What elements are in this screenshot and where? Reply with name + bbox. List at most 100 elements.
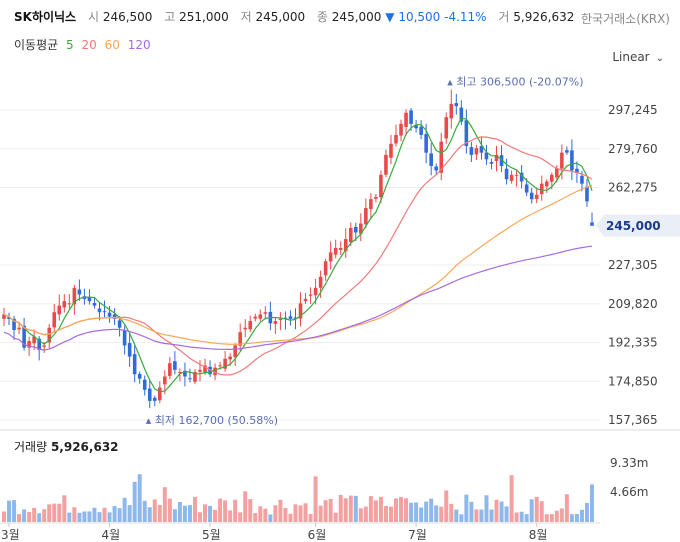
volume-bar xyxy=(464,494,469,522)
ma120-legend: 120 xyxy=(127,38,151,52)
volume-bar xyxy=(62,495,67,522)
ma120-line xyxy=(3,245,593,351)
x-tick-label: 4월 xyxy=(102,528,121,542)
candle-body xyxy=(117,320,122,328)
candle-body xyxy=(253,316,258,319)
volume-bar xyxy=(534,496,539,522)
volume-bar xyxy=(162,487,167,522)
candle-body xyxy=(449,103,454,119)
low-value: 245,000 xyxy=(255,10,306,24)
volume-bar xyxy=(414,502,419,522)
volume-bar xyxy=(218,498,223,522)
volume-bar xyxy=(459,514,464,522)
volume-bar xyxy=(288,513,293,522)
volume-bar xyxy=(529,499,534,522)
ma60-legend: 60 xyxy=(104,38,120,52)
volume-label: 거 xyxy=(498,10,510,24)
candle-body xyxy=(228,356,232,360)
volume-bar xyxy=(444,490,449,522)
candle-body xyxy=(539,183,544,195)
volume-bar xyxy=(47,504,52,522)
volume-bar xyxy=(559,508,564,522)
volume-bar xyxy=(187,505,192,522)
volume-bar xyxy=(72,507,77,522)
candle-body xyxy=(188,378,192,380)
close-value: 245,000 xyxy=(331,10,382,24)
volume-bar xyxy=(388,506,393,522)
candle-body xyxy=(42,345,47,347)
volume-value: 5,926,632 xyxy=(513,10,575,24)
candle-body xyxy=(107,312,112,317)
candle-body xyxy=(248,321,253,330)
candle-body xyxy=(147,388,152,401)
scale-mode-dropdown[interactable]: Linear ⌄ xyxy=(612,50,664,64)
volume-bar xyxy=(97,512,102,522)
candle-body xyxy=(178,372,182,374)
volume-bar xyxy=(574,513,579,522)
volume-bar xyxy=(343,498,348,522)
candle-body xyxy=(27,341,31,348)
ma5-legend: 5 xyxy=(66,38,74,52)
candle-body xyxy=(549,174,554,182)
volume-bar xyxy=(2,511,6,522)
candle-body xyxy=(67,303,72,305)
volume-bar xyxy=(142,500,147,522)
quote-header: SK하이닉스 시 246,500 고 251,000 저 245,000 종 2… xyxy=(14,8,574,25)
candle-body xyxy=(308,294,313,296)
volume-bar xyxy=(353,495,358,522)
volume-bar xyxy=(569,514,574,522)
candle-body xyxy=(102,311,107,313)
candle-body xyxy=(343,239,348,252)
candle-body xyxy=(37,338,41,350)
volume-bar xyxy=(57,503,62,522)
candle-body xyxy=(142,379,147,390)
volume-bar xyxy=(42,509,47,522)
y-tick-label: 209,820 xyxy=(608,297,658,311)
volume-bar xyxy=(17,514,22,522)
volume-tick-label: 4.66m xyxy=(610,485,648,499)
candle-body xyxy=(580,175,584,184)
ma20-legend: 20 xyxy=(81,38,97,52)
stock-name[interactable]: SK하이닉스 xyxy=(14,10,77,24)
volume-bar xyxy=(92,507,97,522)
volume-bar xyxy=(137,474,142,522)
candle-body xyxy=(484,152,489,160)
candle-body xyxy=(223,358,227,369)
y-tick-label: 262,275 xyxy=(608,181,658,195)
change-value: 10,500 -4.11% xyxy=(398,10,487,24)
candle-body xyxy=(12,318,16,330)
candle-body xyxy=(489,162,494,164)
candle-body xyxy=(273,321,278,324)
candle-body xyxy=(193,372,197,382)
candle-body xyxy=(529,192,534,200)
y-tick-label: 157,365 xyxy=(608,413,658,427)
candle-body xyxy=(47,327,52,343)
open-label: 시 xyxy=(87,10,99,24)
candle-body xyxy=(353,226,358,233)
volume-bar xyxy=(363,506,368,522)
volume-bar xyxy=(373,500,378,522)
volume-bar xyxy=(243,491,248,522)
volume-bar xyxy=(263,508,268,522)
candle-body xyxy=(132,354,137,375)
candle-body xyxy=(384,154,388,175)
high-label: 고 xyxy=(164,10,176,24)
candle-body xyxy=(519,172,524,182)
volume-bar xyxy=(12,500,17,522)
candle-body xyxy=(323,261,328,276)
y-tick-label: 192,335 xyxy=(608,336,658,350)
volume-bar xyxy=(177,501,182,522)
ma5-line xyxy=(3,117,593,393)
volume-bar xyxy=(203,504,208,522)
candle-body xyxy=(112,314,117,319)
high-value: 251,000 xyxy=(179,10,229,24)
open-value: 246,500 xyxy=(102,10,153,24)
ma-legend[interactable]: 이동평균 5 20 60 120 xyxy=(14,36,155,53)
volume-bar xyxy=(564,494,569,522)
candle-body xyxy=(163,376,167,385)
close-label: 종 xyxy=(316,10,328,24)
candle-body xyxy=(22,325,26,348)
candle-body xyxy=(152,397,157,401)
candle-body xyxy=(198,369,202,372)
